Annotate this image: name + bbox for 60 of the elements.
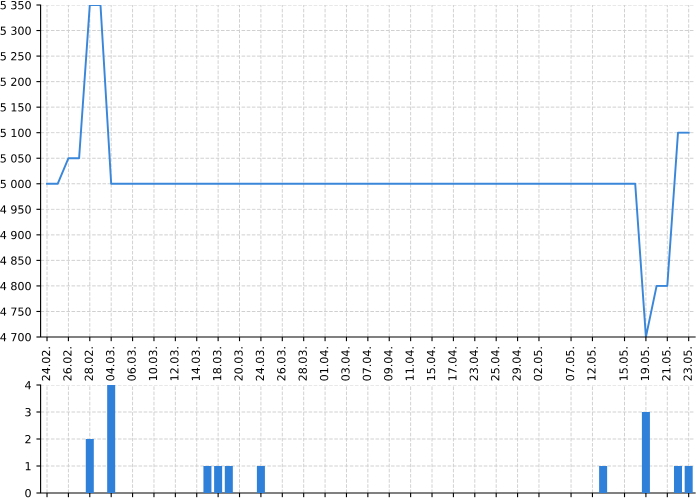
x-tick-label: 06.03.: [127, 347, 136, 381]
x-tick-label: 03.04.: [341, 347, 350, 381]
y-tick-label: 4 700: [0, 332, 31, 342]
x-tick-label: 09.04.: [384, 347, 392, 381]
bar: [642, 412, 650, 493]
bar: [674, 466, 682, 493]
y-tick-label: 5 350: [0, 0, 31, 10]
y-tick-label: 5 150: [0, 103, 31, 112]
x-tick-label: 14.03.: [192, 347, 200, 380]
y-tick-label: 5 050: [0, 154, 31, 163]
x-tick-label: 28.02.: [84, 347, 94, 381]
x-tick-label: 02.05.: [534, 347, 542, 381]
x-tick-label: 19.05.: [640, 347, 650, 380]
bar: [684, 466, 693, 493]
x-tick-label: 10.03.: [148, 347, 158, 380]
x-tick-label: 23.05.: [684, 347, 692, 381]
bar: [107, 385, 116, 493]
y-tick-label: 1: [26, 462, 31, 470]
y-tick-label: 0: [25, 488, 31, 498]
x-tick-label: 24.02.: [42, 347, 50, 381]
x-tick-label: 17.04.: [448, 347, 457, 380]
y-tick-label: 5 250: [0, 52, 31, 60]
x-tick-label: 15.05.: [619, 347, 628, 380]
x-tick-label: 12.03.: [170, 347, 179, 380]
y-tick-label: 4 800: [0, 282, 31, 290]
x-tick-label: 04.03.: [106, 347, 114, 381]
y-tick-label: 4 950: [0, 205, 31, 214]
x-tick-label: 24.03.: [256, 347, 264, 381]
x-tick-label: 07.04.: [362, 347, 372, 381]
x-tick-label: 21.05.: [662, 347, 671, 381]
bar: [224, 466, 233, 493]
y-tick-label: 4 750: [0, 307, 31, 316]
x-tick-label: 18.03.: [212, 347, 222, 380]
x-tick-label: 07.05.: [566, 347, 574, 381]
y-tick-label: 4: [25, 381, 31, 390]
y-tick-label: 5 300: [0, 26, 31, 35]
y-tick-label: 3: [25, 408, 31, 416]
x-tick-label: 01.04.: [320, 347, 328, 381]
y-tick-label: 5 200: [0, 78, 31, 86]
bar: [599, 466, 608, 493]
bar: [86, 439, 94, 493]
x-tick-label: 12.05.: [587, 347, 596, 380]
y-tick-label: 4 900: [0, 230, 31, 240]
bar: [256, 466, 265, 493]
x-tick-label: 26.03.: [277, 347, 286, 381]
bar: [214, 466, 222, 493]
x-tick-label: 28.03.: [298, 347, 307, 381]
y-tick-label: 4 850: [0, 256, 31, 265]
y-tick-label: 5 000: [0, 180, 31, 188]
x-tick-label: 29.04.: [512, 347, 521, 381]
x-tick-label: 11.04.: [405, 347, 414, 380]
y-tick-label: 5 100: [0, 128, 31, 138]
x-tick-label: 20.03.: [234, 347, 243, 381]
bar: [203, 466, 212, 493]
y-tick-label: 2: [25, 434, 30, 444]
line-series: [46, 5, 690, 337]
x-tick-label: 15.04.: [426, 347, 436, 380]
x-tick-label: 23.04.: [470, 347, 478, 381]
x-tick-label: 25.04.: [491, 347, 500, 381]
x-tick-label: 26.02.: [63, 347, 72, 381]
